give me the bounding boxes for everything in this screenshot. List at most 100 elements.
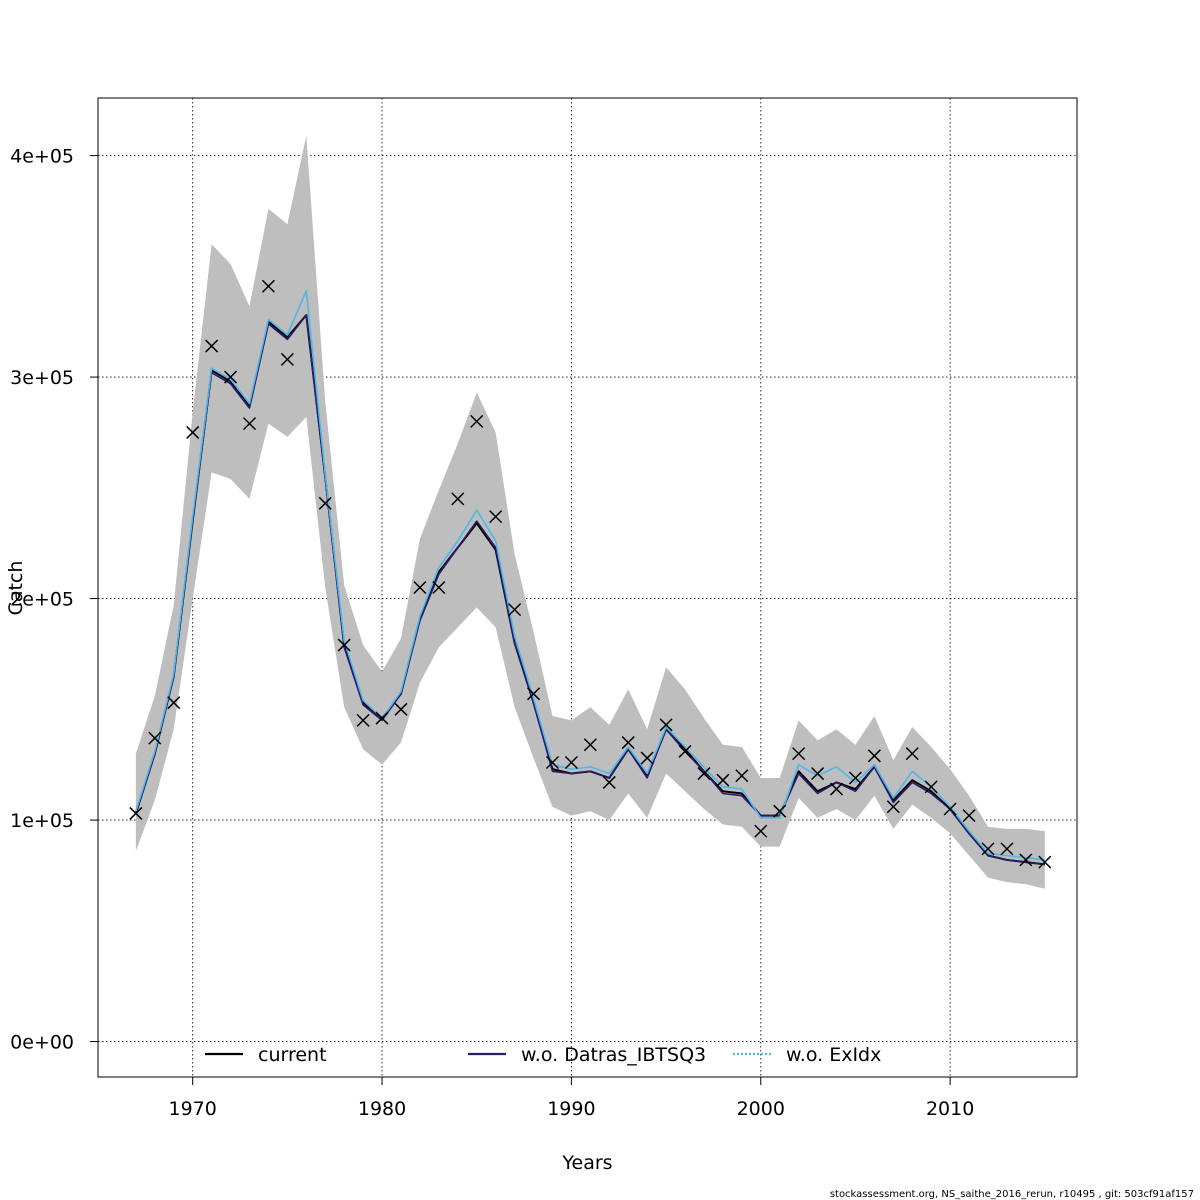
observed-point-stroke xyxy=(602,775,616,789)
observed-point-stroke xyxy=(394,702,408,716)
observed-point xyxy=(754,824,768,838)
observed-point-stroke xyxy=(621,736,635,750)
plot-frame xyxy=(97,97,1078,1078)
observed-point-stroke xyxy=(432,580,446,595)
observed-point xyxy=(545,755,559,770)
observed-point xyxy=(167,696,181,710)
observed-point-stroke xyxy=(735,769,749,783)
observed-point-stroke xyxy=(356,713,370,727)
y-tick-label: 3e+05 xyxy=(10,367,74,389)
observed-point-stroke xyxy=(1019,853,1033,867)
observed-point-stroke xyxy=(905,747,919,761)
observed-point-stroke xyxy=(1000,842,1014,856)
observed-point-stroke xyxy=(640,751,654,765)
observed-point xyxy=(508,603,522,617)
x-tick-label: 2010 xyxy=(926,1098,974,1120)
observed-point-stroke xyxy=(678,744,692,758)
observed-point-stroke xyxy=(754,824,768,838)
legend-label: w.o. Datras_IBTSQ3 xyxy=(521,1044,706,1066)
observed-point xyxy=(602,775,616,789)
observed-point xyxy=(1000,842,1014,856)
legend: current w.o. Datras_IBTSQ3 w.o. ExIdx xyxy=(205,1044,881,1066)
observed-point-stroke xyxy=(867,749,881,763)
observed-point xyxy=(489,510,503,524)
observed-point xyxy=(678,744,692,758)
observed-point-stroke xyxy=(280,352,294,366)
observed-points xyxy=(129,279,1052,869)
y-axis: 0e+00 1e+05 2e+05 3e+05 4e+05 xyxy=(10,146,98,1054)
observed-point xyxy=(640,751,654,765)
observed-point xyxy=(867,749,881,763)
observed-point xyxy=(375,711,389,725)
observed-point xyxy=(659,718,673,732)
grid-lines xyxy=(98,98,1077,1077)
observed-point xyxy=(773,804,787,818)
series-lines xyxy=(134,289,1045,866)
observed-point xyxy=(848,771,862,785)
observed-point-stroke xyxy=(337,638,351,652)
series-line-wo-exidx xyxy=(135,289,1045,861)
observed-point xyxy=(242,417,257,431)
observed-point xyxy=(792,747,806,761)
observed-point xyxy=(224,370,238,384)
observed-point-stroke xyxy=(924,780,938,794)
y-tick-label: 0e+00 xyxy=(10,1032,74,1054)
observed-point xyxy=(394,702,408,716)
observed-point xyxy=(697,767,711,781)
observed-point-stroke xyxy=(470,414,484,428)
x-axis: 1970 1980 1990 2000 2010 xyxy=(169,1077,974,1120)
observed-point-stroke xyxy=(697,767,711,781)
observed-point-stroke xyxy=(413,580,427,595)
observed-point xyxy=(564,755,578,770)
y-tick-label: 4e+05 xyxy=(10,146,74,168)
observed-point xyxy=(735,769,749,783)
observed-point xyxy=(981,842,995,856)
observed-point-stroke xyxy=(261,279,275,293)
observed-point xyxy=(905,747,919,761)
footer-caption: stockassessment.org, NS_saithe_2016_reru… xyxy=(830,1189,1194,1200)
observed-point-stroke xyxy=(716,773,730,787)
observed-point xyxy=(148,731,162,745)
observed-point-stroke xyxy=(205,339,219,353)
observed-point-stroke xyxy=(943,802,957,816)
observed-point-stroke xyxy=(451,492,465,506)
observed-point-stroke xyxy=(564,755,578,770)
observed-point xyxy=(205,339,219,353)
observed-point xyxy=(1019,853,1033,867)
observed-point-stroke xyxy=(886,800,900,814)
observed-point xyxy=(280,352,294,366)
observed-point xyxy=(261,279,275,293)
legend-label: w.o. ExIdx xyxy=(786,1044,881,1066)
observed-point xyxy=(432,580,446,595)
observed-point xyxy=(583,738,597,752)
observed-point-stroke xyxy=(1038,855,1052,869)
x-tick-label: 1980 xyxy=(358,1098,406,1120)
observed-point-stroke xyxy=(508,603,522,617)
observed-point xyxy=(716,773,730,787)
observed-point-stroke xyxy=(148,731,162,745)
observed-point xyxy=(451,492,465,506)
observed-point xyxy=(924,780,938,794)
observed-point xyxy=(318,496,332,510)
observed-point-stroke xyxy=(829,782,844,796)
observed-point xyxy=(886,800,900,814)
x-tick-label: 1970 xyxy=(169,1098,217,1120)
observed-point xyxy=(943,802,957,816)
observed-point-stroke xyxy=(489,510,503,524)
observed-point-stroke xyxy=(224,370,238,384)
observed-point xyxy=(356,713,370,727)
observed-point xyxy=(962,809,976,823)
observed-point-stroke xyxy=(981,842,995,856)
y-axis-title: Catch xyxy=(5,561,27,616)
observed-point-stroke xyxy=(375,711,389,725)
y-tick-label: 1e+05 xyxy=(10,810,74,832)
observed-point xyxy=(811,767,825,781)
x-tick-label: 2000 xyxy=(737,1098,785,1120)
observed-point-stroke xyxy=(186,425,200,439)
observed-point xyxy=(186,425,200,439)
observed-point-stroke xyxy=(962,809,976,823)
observed-point-stroke xyxy=(527,687,541,701)
x-tick-label: 1990 xyxy=(547,1098,595,1120)
observed-point-stroke xyxy=(129,806,143,820)
